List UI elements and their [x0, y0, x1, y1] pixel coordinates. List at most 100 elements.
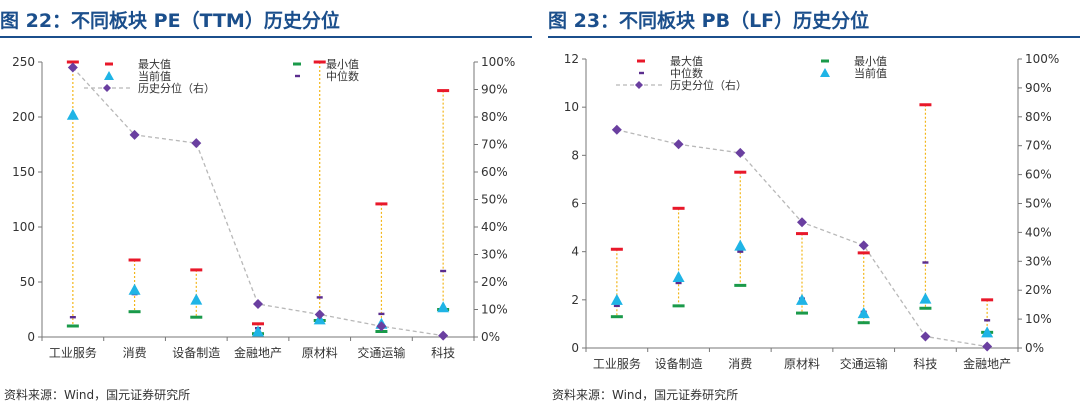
percentile-marker — [797, 217, 807, 228]
max-marker — [437, 89, 450, 93]
legend-swatch-min — [293, 62, 301, 66]
percentile-marker — [314, 309, 325, 320]
y-tick-label: 0 — [571, 341, 579, 355]
pe-percentile-chart: 0 50 100 150 200 250 0% 10% 20% 30% 40% 50% 60% 70% 80… — [12, 55, 515, 360]
min-marker — [796, 311, 808, 315]
y2-tick-label: 80% — [1025, 110, 1052, 124]
chart-title: 图 22：不同板块 PE（TTM）历史分位 — [0, 10, 340, 32]
y2-tick-label: 50% — [481, 193, 508, 207]
chart-panel-pb: 图 23：不同板块 PB（LF）历史分位 0 2 4 6 8 10 12 0% 10% 20% 30… — [548, 0, 1080, 411]
y2-tick-label: 80% — [481, 110, 508, 124]
percentile-marker — [858, 240, 869, 251]
current-marker — [252, 325, 264, 337]
chart-panel-pe: 图 22：不同板块 PE（TTM）历史分位 0 50 100 150 200 250 0% 1… — [0, 10, 532, 402]
percentile-marker — [611, 124, 622, 135]
y2-tick-label: 90% — [1025, 81, 1052, 95]
y-tick-label: 10 — [564, 100, 579, 114]
legend-label: 历史分位（右） — [138, 81, 215, 95]
y2-tick-label: 10% — [1025, 312, 1052, 326]
y2-tick-label: 30% — [481, 248, 508, 262]
max-marker — [313, 60, 326, 64]
median-marker — [922, 261, 929, 264]
max-marker — [252, 322, 264, 326]
x-tick-label: 工业服务 — [49, 345, 97, 360]
percentile-marker — [438, 330, 449, 341]
y2-tick-label: 100% — [1025, 52, 1059, 66]
max-marker — [981, 298, 994, 302]
min-marker — [66, 324, 79, 328]
legend-swatch-max — [105, 62, 113, 66]
x-tick-label: 交通运输 — [357, 345, 405, 360]
y2-tick-label: 50% — [1025, 197, 1052, 211]
legend-swatch-percentile-marker — [635, 81, 643, 89]
y-tick-label: 12 — [564, 52, 579, 66]
x-tick-label: 金融地产 — [234, 345, 282, 360]
min-marker — [375, 330, 388, 333]
y2-tick-label: 20% — [1025, 283, 1052, 297]
y-tick-label: 250 — [12, 55, 35, 69]
max-marker — [190, 268, 203, 272]
y-tick-label: 8 — [571, 148, 579, 162]
current-marker — [610, 293, 623, 305]
percentile-marker — [67, 62, 78, 73]
max-marker — [672, 206, 685, 210]
current-marker — [672, 270, 685, 282]
x-tick-label: 交通运输 — [840, 356, 888, 371]
max-marker — [796, 232, 808, 236]
y-tick-label: 4 — [571, 245, 579, 259]
max-marker — [375, 202, 388, 206]
x-tick-label: 科技 — [913, 357, 937, 371]
y-tick-label: 6 — [571, 197, 579, 211]
y-tick-label: 100 — [12, 220, 35, 234]
percentile-line — [72, 67, 444, 337]
legend-label: 最小值 — [854, 55, 887, 68]
legend-swatch-current — [820, 68, 830, 77]
x-tick-label: 金融地产 — [963, 356, 1011, 371]
legend-swatch-current — [104, 71, 114, 80]
min-marker — [857, 321, 870, 325]
min-marker — [734, 283, 747, 287]
min-marker — [919, 306, 932, 310]
legend-swatch-median — [295, 74, 300, 78]
current-marker — [734, 239, 747, 251]
pb-percentile-chart: 0 2 4 6 8 10 12 0% 10% 20% 30% 40% 50% 60% 70% 80% 90% 10… — [564, 52, 1060, 371]
max-marker — [919, 103, 932, 107]
source-note: 资料来源：Wind，国元证券研究所 — [552, 388, 739, 402]
percentile-marker — [673, 139, 684, 150]
x-tick-label: 原材料 — [302, 346, 338, 360]
y-tick-label: 50 — [20, 275, 35, 289]
legend-label: 最大值 — [670, 54, 703, 68]
median-marker — [984, 319, 991, 322]
y-tick-label: 150 — [12, 165, 35, 179]
percentile-marker — [982, 341, 993, 352]
median-marker — [675, 281, 682, 285]
chart-title: 图 23：不同板块 PB（LF）历史分位 — [548, 10, 870, 32]
x-tick-label: 消费 — [728, 357, 752, 371]
median-marker — [69, 316, 76, 319]
median-marker — [737, 250, 744, 253]
legend-swatch-min — [821, 59, 829, 63]
title-divider — [0, 36, 532, 38]
x-tick-label: 设备制造 — [172, 346, 220, 360]
max-marker — [610, 247, 623, 251]
current-marker — [857, 307, 870, 319]
legend-label: 当前值 — [138, 69, 171, 83]
legend-swatch-percentile-marker — [103, 84, 111, 92]
median-marker — [440, 269, 447, 273]
current-marker — [190, 293, 203, 305]
y2-tick-label: 60% — [481, 165, 508, 179]
legend-label: 最小值 — [326, 58, 359, 71]
y-tick-label: 2 — [571, 293, 579, 307]
min-marker — [610, 315, 623, 319]
max-marker — [857, 251, 870, 255]
y2-tick-label: 0% — [481, 330, 500, 344]
source-note: 资料来源：Wind，国元证券研究所 — [4, 388, 191, 402]
median-marker — [316, 296, 323, 299]
current-marker — [128, 283, 141, 295]
median-marker — [378, 312, 385, 316]
min-marker — [128, 310, 141, 314]
current-marker — [66, 108, 79, 120]
legend-label: 最大值 — [138, 57, 171, 71]
y2-tick-label: 20% — [481, 275, 508, 289]
percentile-marker — [920, 331, 931, 342]
